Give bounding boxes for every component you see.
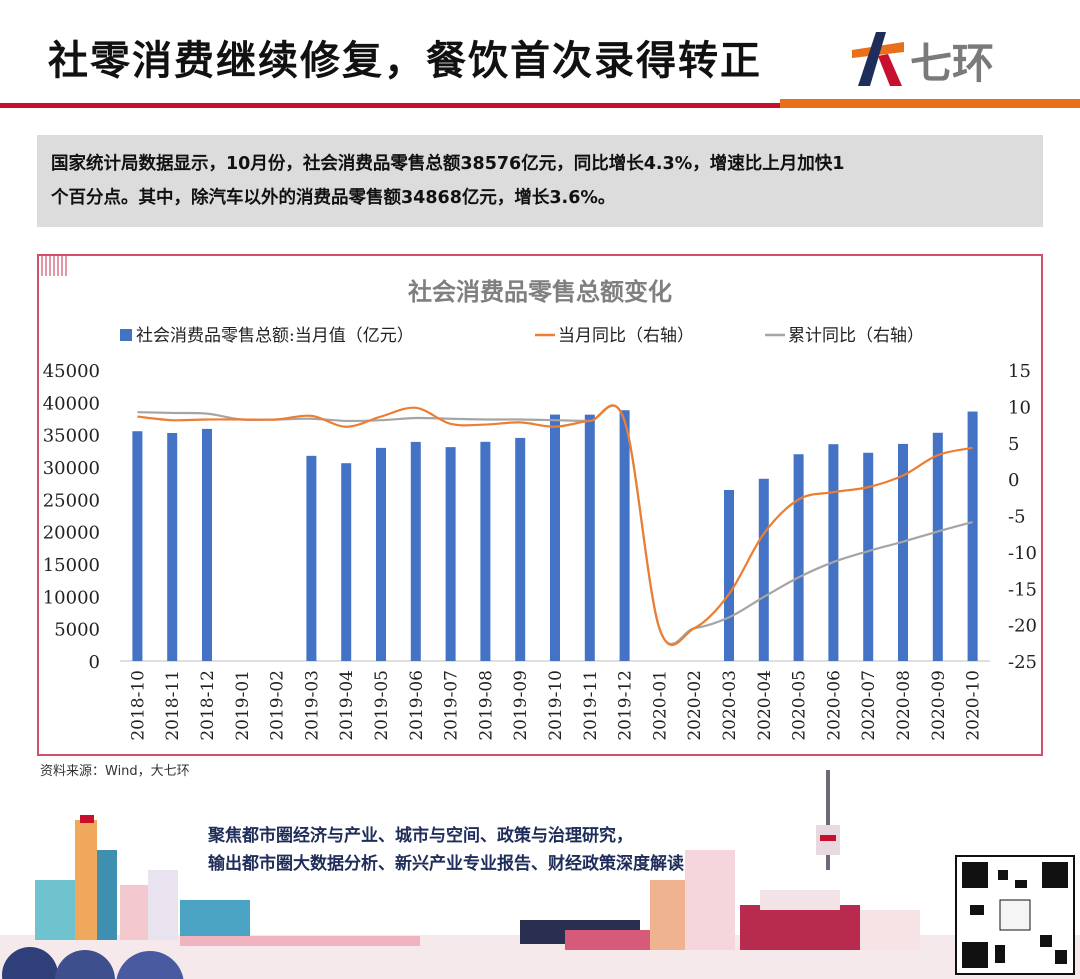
header-rule-red <box>0 103 780 108</box>
footer-line-1: 聚焦都市圈经济与产业、城市与空间、政策与治理研究， <box>208 826 633 846</box>
source-note: 资料来源：Wind，大七环 <box>40 764 190 779</box>
chart-frame <box>37 254 1043 756</box>
brand-logo: 七环 <box>848 28 1048 88</box>
logo-text: 七环 <box>910 39 995 88</box>
header-rule-orange <box>780 99 1080 108</box>
summary-box: 国家统计局数据显示，10月份，社会消费品零售总额38576亿元，同比增长4.3%… <box>37 135 1043 227</box>
page-title: 社零消费继续修复，餐饮首次录得转正 <box>48 38 762 84</box>
logo-mark-icon <box>852 32 904 86</box>
footer-line-2: 输出都市圈大数据分析、新兴产业专业报告、财经政策深度解读 <box>208 854 684 874</box>
chart-corner-decoration <box>37 254 69 276</box>
summary-line-1: 国家统计局数据显示，10月份，社会消费品零售总额38576亿元，同比增长4.3%… <box>51 154 845 174</box>
footer-text: 聚焦都市圈经济与产业、城市与空间、政策与治理研究， 输出都市圈大数据分析、新兴产… <box>208 822 684 878</box>
summary-line-2: 个百分点。其中，除汽车以外的消费品零售额34868亿元，增长3.6%。 <box>51 188 616 208</box>
